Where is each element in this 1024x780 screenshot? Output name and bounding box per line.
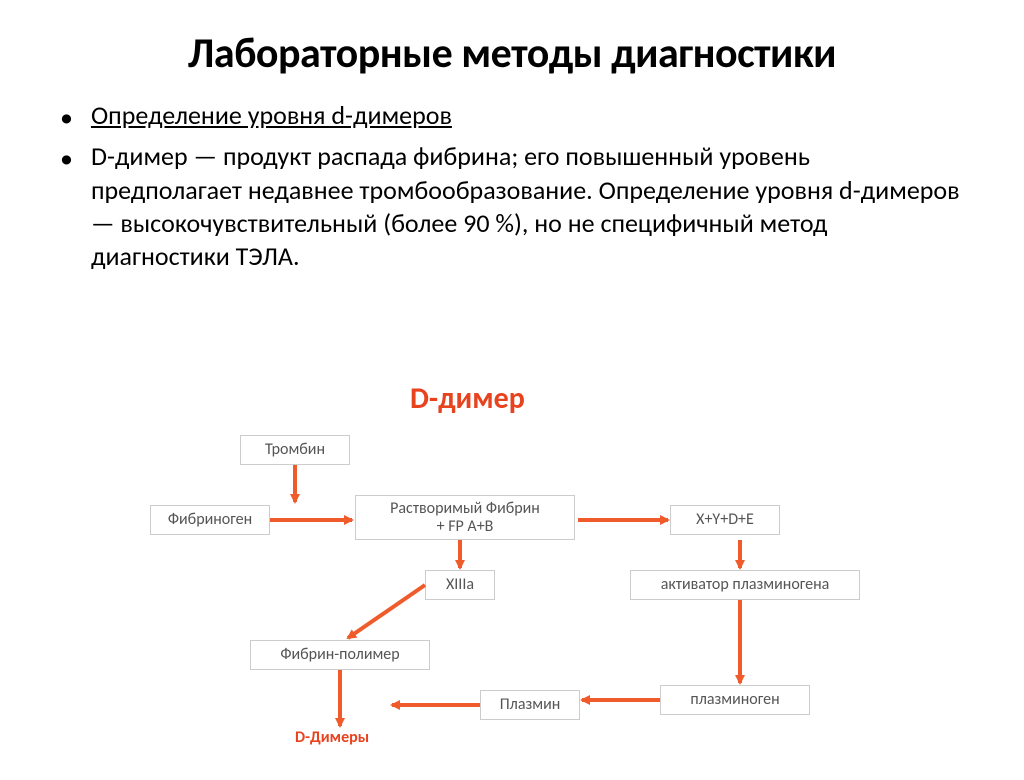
bullet-text: D-димер — продукт распада фибрина; его п… (91, 140, 964, 273)
bullet-mark: • (60, 101, 73, 134)
bullet-item: • D-димер — продукт распада фибрина; его … (60, 140, 964, 273)
bullet-item: • Определение уровня d-димеров (60, 99, 964, 134)
slide-title: Лабораторные методы диагностики (0, 0, 1024, 91)
diagram-result-label: D-Димеры (295, 728, 369, 747)
flowchart-arrows (130, 380, 950, 780)
bullet-list: • Определение уровня d-димеров • D-димер — … (0, 91, 1024, 273)
bullet-text: Определение уровня d-димеров (91, 99, 452, 132)
d-dimer-diagram: D-димерТромбинФибриногенРастворимый Фибр… (130, 380, 950, 755)
bullet-mark: • (60, 142, 73, 175)
